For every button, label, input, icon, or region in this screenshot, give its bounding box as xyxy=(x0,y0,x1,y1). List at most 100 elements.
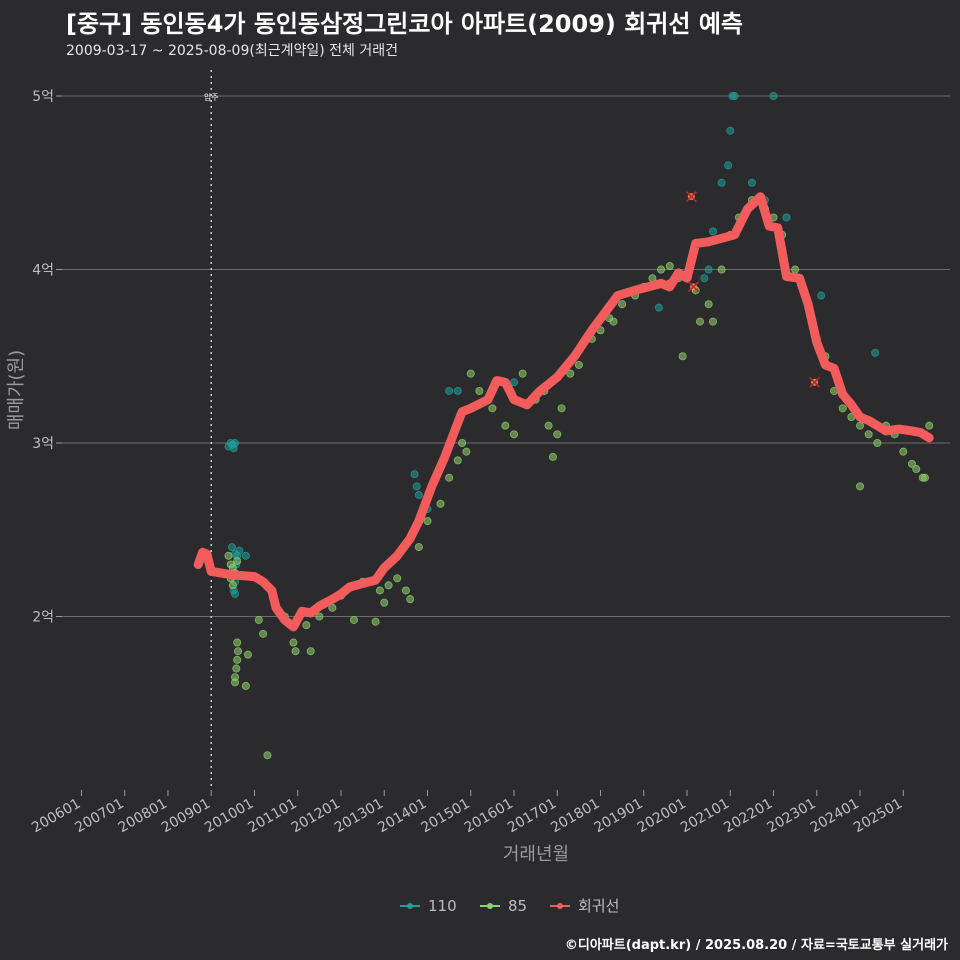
move-in-label: 입주 xyxy=(204,93,219,102)
point-110 xyxy=(231,589,240,598)
point-85 xyxy=(462,447,471,456)
x-tick-label: 201001 xyxy=(202,796,256,837)
point-110 xyxy=(241,551,250,560)
point-85 xyxy=(899,447,908,456)
point-85 xyxy=(393,574,402,583)
point-110 xyxy=(782,213,791,222)
point-85 xyxy=(436,499,445,508)
point-110 xyxy=(724,161,733,170)
y-axis-title: 매매가(원) xyxy=(6,350,27,430)
point-85 xyxy=(241,681,250,690)
point-85 xyxy=(228,581,237,590)
point-85 xyxy=(263,751,272,760)
point-110 xyxy=(235,546,244,555)
point-85 xyxy=(665,262,674,271)
x-tick-label: 202501 xyxy=(851,796,905,837)
grid-lines xyxy=(62,95,950,618)
point-110 xyxy=(726,126,735,135)
point-85 xyxy=(873,439,882,448)
point-85 xyxy=(574,360,583,369)
point-85 xyxy=(315,612,324,621)
point-85 xyxy=(233,655,242,664)
point-110 xyxy=(747,178,756,187)
point-110 xyxy=(412,482,421,491)
point-85 xyxy=(488,404,497,413)
point-85 xyxy=(306,647,315,656)
point-85 xyxy=(243,650,252,659)
regression-path xyxy=(193,192,934,632)
x-tick-label: 201401 xyxy=(375,796,429,837)
point-85 xyxy=(695,317,704,326)
point-110 xyxy=(717,178,726,187)
point-110 xyxy=(654,303,663,312)
point-85 xyxy=(518,369,527,378)
point-85 xyxy=(544,421,553,430)
point-110 xyxy=(410,470,419,479)
point-85 xyxy=(678,352,687,361)
x-tick-label: 201701 xyxy=(505,796,559,837)
point-110 xyxy=(414,491,423,500)
point-85 xyxy=(566,369,575,378)
point-85 xyxy=(856,482,865,491)
point-85 xyxy=(657,265,666,274)
legend-dot xyxy=(487,903,493,909)
x-tick-label: 202101 xyxy=(678,796,732,837)
point-110 xyxy=(453,386,462,395)
point-110 xyxy=(700,274,709,283)
point-110 xyxy=(730,92,739,101)
point-85 xyxy=(553,430,562,439)
x-tick-label: 202201 xyxy=(721,796,775,837)
point-85 xyxy=(475,386,484,395)
point-85 xyxy=(510,430,519,439)
outlier-cross xyxy=(685,191,697,203)
point-110 xyxy=(769,92,778,101)
point-85 xyxy=(717,265,726,274)
x-tick-label: 201101 xyxy=(245,796,299,837)
x-tick-label: 200901 xyxy=(159,796,213,837)
outlier-cross xyxy=(809,376,821,388)
point-110 xyxy=(229,444,238,453)
point-85 xyxy=(458,439,467,448)
point-85 xyxy=(375,586,384,595)
y-tick-label: 4억 xyxy=(32,263,54,279)
point-85 xyxy=(856,421,865,430)
point-110 xyxy=(445,386,454,395)
legend-label: 85 xyxy=(508,897,527,915)
point-85 xyxy=(224,551,233,560)
legend-dot xyxy=(407,903,413,909)
point-85 xyxy=(501,421,510,430)
x-tick-label: 200801 xyxy=(116,796,170,837)
point-85 xyxy=(918,473,927,482)
point-85 xyxy=(289,638,298,647)
legend-label: 회귀선 xyxy=(578,897,619,915)
point-85 xyxy=(548,452,557,461)
point-85 xyxy=(912,465,921,474)
point-85 xyxy=(453,456,462,465)
point-85 xyxy=(401,586,410,595)
point-85 xyxy=(907,459,916,468)
y-tick-label: 2억 xyxy=(32,610,54,626)
x-tick-label: 202401 xyxy=(808,796,862,837)
x-tick-label: 201201 xyxy=(289,796,343,837)
point-85 xyxy=(349,615,358,624)
point-85 xyxy=(380,598,389,607)
outlier-cross xyxy=(687,281,700,293)
point-110 xyxy=(871,348,880,357)
chart-subtitle: 2009-03-17 ~ 2025-08-09(최근계약일) 전체 거래건 xyxy=(66,43,398,59)
outlier-markers xyxy=(685,191,821,388)
point-85 xyxy=(618,300,627,309)
point-85 xyxy=(838,404,847,413)
scatter-points xyxy=(224,92,934,760)
x-tick-label: 202301 xyxy=(764,796,818,837)
point-85 xyxy=(384,581,393,590)
legend: 110 85 회귀선 xyxy=(400,897,619,915)
point-85 xyxy=(231,678,240,687)
x-tick-label: 200601 xyxy=(29,796,83,837)
point-85 xyxy=(704,300,713,309)
x-tick-label: 201901 xyxy=(591,796,645,837)
point-85 xyxy=(233,638,242,647)
regression-line xyxy=(193,192,934,632)
point-85 xyxy=(466,369,475,378)
credit-text: ©디아파트(dapt.kr) / 2025.08.20 / 자료=국토교통부 실… xyxy=(564,938,948,953)
